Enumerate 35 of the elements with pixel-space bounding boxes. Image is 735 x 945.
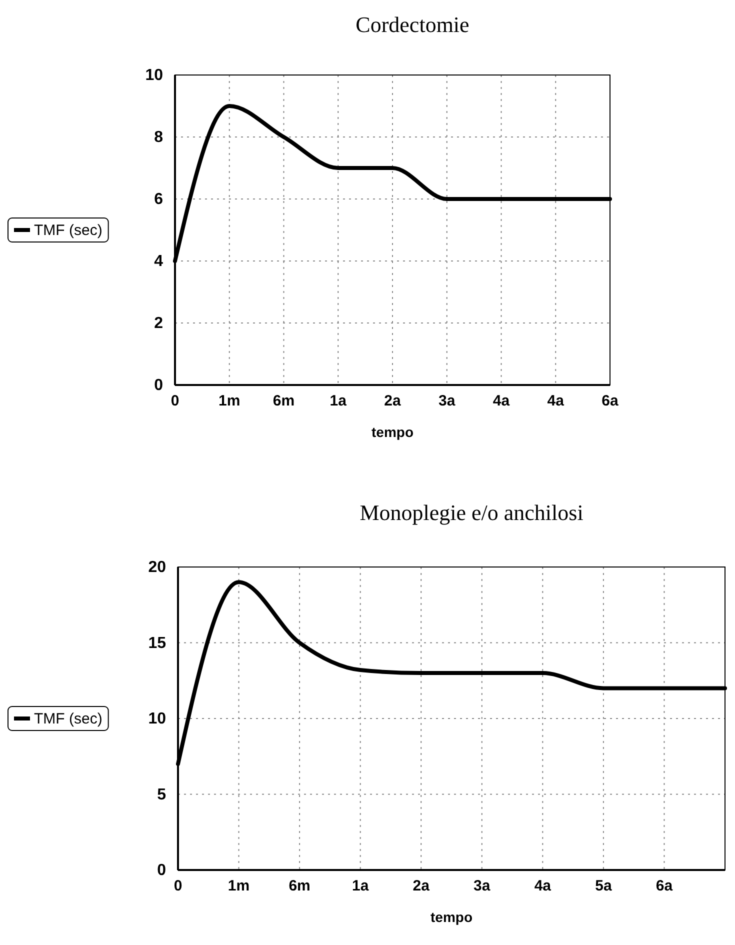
x-tick-label: 0 [170, 392, 180, 410]
y-tick-label: 10 [148, 710, 166, 728]
chart-title: Cordectomie [356, 12, 470, 37]
x-tick-label: 6a [656, 878, 674, 895]
x-tick-label: 6m [288, 878, 310, 895]
x-tick-label: 6a [602, 392, 619, 410]
x-tick-label: 2a [384, 392, 402, 410]
x-tick-label: 6m [272, 392, 295, 410]
y-tick-label: 0 [157, 862, 166, 880]
x-axis-title: tempo [372, 424, 414, 440]
y-tick-label: 5 [157, 786, 166, 804]
chart-title: Monoplegie e/o anchilosi [360, 500, 584, 525]
x-tick-label: 4a [547, 392, 565, 410]
x-tick-label: 1a [352, 878, 370, 895]
x-tick-label: 5a [595, 878, 612, 895]
x-tick-label: 4a [492, 392, 510, 410]
legend-label: TMF (sec) [34, 710, 102, 728]
x-tick-label: 0 [174, 878, 182, 895]
y-tick-label: 2 [154, 315, 164, 332]
x-axis-title: tempo [430, 909, 472, 925]
x-tick-label: 3a [438, 392, 456, 410]
x-tick-label: 3a [474, 878, 491, 895]
x-tick-label: 1a [330, 392, 348, 410]
x-tick-label: 2a [412, 878, 430, 895]
legend-label: TMF (sec) [34, 222, 102, 239]
y-tick-label: 15 [148, 634, 166, 652]
x-tick-label: 1m [228, 878, 250, 895]
x-tick-label: 4a [534, 878, 552, 895]
y-tick-label: 8 [154, 129, 164, 146]
y-tick-label: 6 [154, 191, 164, 208]
y-tick-label: 4 [154, 253, 164, 270]
y-tick-label: 10 [145, 67, 164, 84]
x-tick-label: 1m [218, 392, 240, 410]
y-tick-label: 20 [148, 559, 166, 576]
y-tick-label: 0 [154, 377, 164, 394]
